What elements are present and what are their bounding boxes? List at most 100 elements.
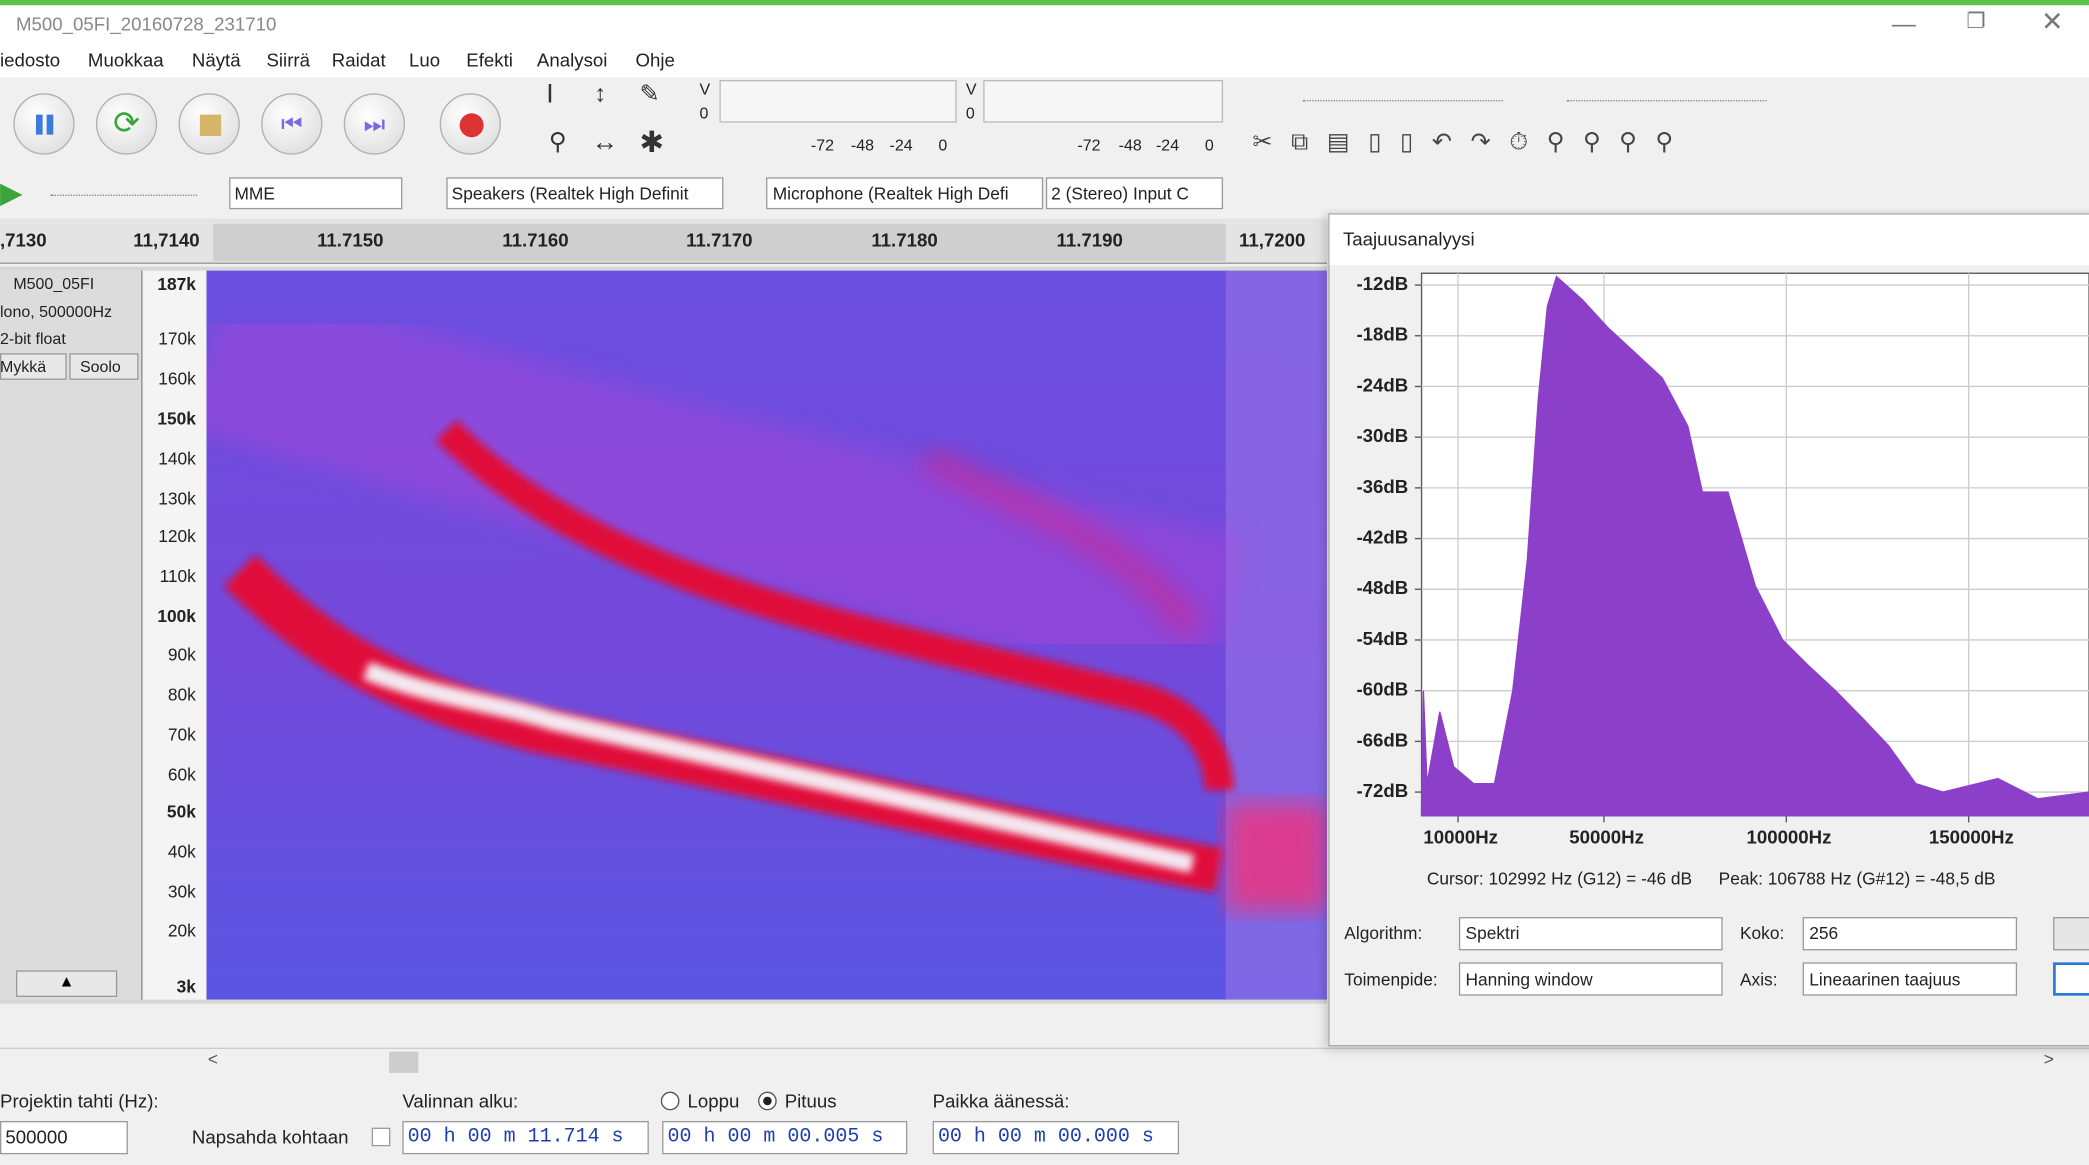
menu-item[interactable]: Näytä [192, 49, 241, 70]
dialog-button[interactable] [2053, 917, 2089, 950]
multi-tool[interactable]: ✱ [640, 125, 665, 160]
frequency-label: 120k [158, 526, 196, 546]
collapse-button[interactable]: ▲ [16, 970, 117, 997]
snap-label[interactable]: Napsahda kohtaan [192, 1126, 349, 1147]
host-value: MME [234, 183, 274, 203]
page: — ❐ ✕ ⟳ ⏮ ⏭ I ↕ ✎ ⚲ ↔ ✱ ✂⧉▤▯▯↶↷⏱⚲⚲⚲⚲ ▶ ▲ [0, 0, 2089, 1165]
frequency-label: 140k [158, 449, 196, 469]
ruler-label: ,7130 [0, 229, 47, 250]
axis-value[interactable]: Lineaarinen taajuus [1809, 970, 1960, 990]
y-tick-label: -18dB [1356, 324, 1408, 345]
axis-label: Axis: [1740, 970, 1778, 990]
end-radio[interactable] [661, 1092, 680, 1111]
frequency-label: 130k [158, 489, 196, 509]
snap-checkbox[interactable] [372, 1128, 391, 1147]
frequency-label: 150k [157, 409, 196, 429]
skip-end-button[interactable]: ⏭ [344, 93, 405, 154]
meter-tick: -48 [851, 136, 874, 155]
frequency-label: 60k [168, 764, 196, 784]
menu-item[interactable]: Analysoi [537, 49, 608, 70]
ruler-label: 11.7190 [1057, 229, 1123, 250]
menu-item[interactable]: Muokkaa [88, 49, 164, 70]
spectrogram[interactable] [207, 271, 1327, 1000]
track-control-panel [0, 271, 143, 1000]
y-tick-label: -12dB [1356, 273, 1408, 294]
zoom-tool[interactable]: ⚲ [549, 128, 567, 156]
restore[interactable]: ❐ [1966, 8, 1985, 35]
record-meter[interactable] [719, 80, 956, 123]
loop-button[interactable]: ⟳ [96, 93, 157, 154]
close[interactable]: ✕ [2041, 5, 2063, 38]
skip-start-button[interactable]: ⏮ [261, 93, 322, 154]
frequency-label: 170k [158, 329, 196, 349]
meter-tick: -24 [890, 136, 913, 155]
ruler-label: 11.7160 [502, 229, 568, 250]
frequency-label: 70k [168, 724, 196, 744]
meter-label: 0 [966, 104, 975, 123]
draw-tool[interactable]: ✎ [640, 80, 660, 108]
y-tick-label: -48dB [1356, 577, 1408, 598]
frequency-label: 187k [157, 274, 196, 294]
microphone-value: Microphone (Realtek High Defi [773, 183, 1009, 203]
solo-label[interactable]: Soolo [80, 357, 121, 376]
track-name[interactable]: M500_05FI [13, 275, 94, 294]
size-label: Koko: [1740, 923, 1784, 943]
rate-label: Projektin tahti (Hz): [0, 1090, 159, 1111]
spectrum-plot: -12dB-18dB-24dB-30dB-36dB-42dB-48dB-54dB… [1412, 267, 2089, 827]
meter-tick: -24 [1156, 136, 1179, 155]
menu-item[interactable]: Luo [409, 49, 440, 70]
select-tool[interactable]: I [546, 80, 553, 111]
title-bar [0, 5, 2089, 42]
minimize[interactable]: — [1892, 11, 1916, 39]
position-value[interactable]: 00 h 00 m 00.000 s [938, 1126, 1154, 1149]
record-button[interactable] [440, 93, 501, 154]
envelope-tool[interactable]: ↕ [594, 80, 606, 108]
menu-item[interactable]: Raidat [332, 49, 386, 70]
audacity-window: — ❐ ✕ ⟳ ⏮ ⏭ I ↕ ✎ ⚲ ↔ ✱ ✂⧉▤▯▯↶↷⏱⚲⚲⚲⚲ ▶ ▲ [0, 0, 2089, 1165]
playback-volume-slider[interactable] [1303, 100, 1503, 101]
y-tick-label: -30dB [1356, 425, 1408, 446]
edit-toolbar[interactable]: ✂⧉▤▯▯↶↷⏱⚲⚲⚲⚲ [1252, 128, 1865, 165]
ruler-label: 11,7140 [133, 229, 199, 250]
rate-value[interactable]: 500000 [5, 1126, 67, 1147]
track-rate: lono, 500000Hz [0, 303, 112, 322]
end-option[interactable]: Loppu [687, 1090, 739, 1111]
speed-slider[interactable] [51, 195, 198, 196]
menu-item[interactable]: Siirrä [266, 49, 310, 70]
x-tick-label: 100000Hz [1746, 826, 1831, 847]
record-volume-slider[interactable] [1567, 100, 1767, 101]
meter-label: V [966, 80, 977, 99]
length-option[interactable]: Pituus [785, 1090, 837, 1111]
menu-bar [0, 43, 2089, 78]
menu-item[interactable]: iedosto [0, 49, 60, 70]
length-value[interactable]: 00 h 00 m 00.005 s [667, 1126, 883, 1149]
horizontal-scrollbar[interactable]: <> [0, 1048, 2089, 1077]
start-value[interactable]: 00 h 00 m 11.714 s [408, 1126, 624, 1149]
x-tick-label: 50000Hz [1569, 826, 1644, 847]
function-label: Toimenpide: [1344, 970, 1437, 990]
algorithm-value[interactable]: Spektri [1466, 923, 1520, 943]
play-meter[interactable] [983, 80, 1223, 123]
dialog-button[interactable] [2053, 962, 2089, 995]
stop-button[interactable] [179, 93, 240, 154]
size-value[interactable]: 256 [1809, 923, 1838, 943]
y-tick-label: -42dB [1356, 526, 1408, 547]
y-tick-label: -24dB [1356, 374, 1408, 395]
cursor-readout: Cursor: 102992 Hz (G12) = -46 dB [1427, 868, 1692, 888]
dialog-title: Taajuusanalyysi [1343, 228, 1475, 249]
meter-label: 0 [699, 104, 708, 123]
window-title: M500_05FI_20160728_231710 [16, 13, 276, 34]
menu-item[interactable]: Ohje [636, 49, 675, 70]
speaker-value: Speakers (Realtek High Definit [452, 183, 689, 203]
pause-button[interactable] [13, 93, 74, 154]
timeshift-tool[interactable]: ↔ [592, 128, 619, 159]
play-at-speed[interactable]: ▶ [0, 176, 35, 211]
start-label: Valinnan alku: [402, 1090, 518, 1111]
meter-tick: -48 [1119, 136, 1142, 155]
function-value[interactable]: Hanning window [1466, 970, 1593, 990]
length-radio[interactable] [758, 1092, 777, 1111]
meter-tick: 0 [1205, 136, 1214, 155]
mute-label[interactable]: Mykkä [0, 357, 46, 376]
menu-item[interactable]: Efekti [466, 49, 513, 70]
channels-value: 2 (Stereo) Input C [1051, 183, 1189, 203]
